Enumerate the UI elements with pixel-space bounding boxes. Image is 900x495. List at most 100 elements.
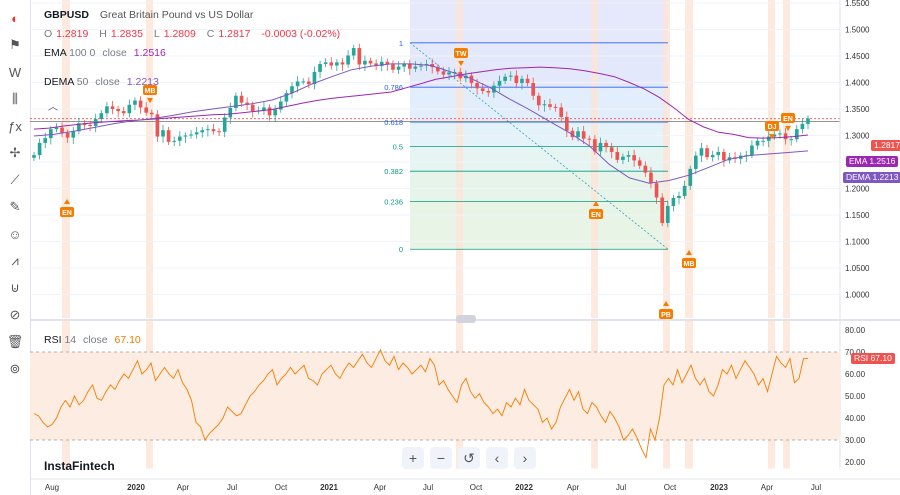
trend-lines-icon[interactable]: ⟋ (10, 172, 20, 187)
time-tick-label: Apr (761, 483, 774, 492)
high-value: 1.2835 (110, 28, 143, 40)
candle-body (587, 138, 592, 140)
event-marker-box (659, 309, 673, 319)
price-tick-label: 1.3000 (845, 132, 870, 141)
candle-body (688, 168, 693, 186)
scroll-right-icon[interactable]: › (514, 447, 536, 469)
ema-legend[interactable]: EMA 100 0 close 1.2516 (44, 47, 166, 59)
candle-body (312, 71, 317, 85)
event-marker-box (781, 113, 795, 123)
left-toolbar: ◐ ⚑ W ⫼ ƒx ✢ ⟋ ✎ ☺ ⩘ ⊍ ⊘ 🗑 ⊚ (0, 0, 31, 495)
candle-body (340, 62, 345, 65)
candle-body (138, 100, 143, 108)
candle-body (116, 109, 120, 112)
time-tick-label: Apr (374, 483, 387, 492)
flag-icon[interactable]: ⚑ (9, 37, 21, 52)
eye-off-icon[interactable]: ⊘ (9, 307, 21, 322)
candle-body (318, 63, 322, 72)
candle-body (452, 71, 457, 73)
candle-body (621, 156, 625, 160)
rsi-tick-label: 30.00 (845, 436, 866, 445)
candle-body (677, 195, 681, 199)
dema-price-tag: DEMA 1.2213 (843, 172, 900, 183)
candle-body (105, 106, 109, 114)
price-tick-label: 1.0000 (845, 291, 870, 300)
event-marker-arrow (593, 201, 599, 206)
fib-trend-line (409, 42, 669, 250)
lock-icon[interactable]: ⊚ (9, 361, 21, 376)
patterns-icon[interactable]: ⩘ (11, 253, 19, 268)
candle-body (37, 142, 42, 156)
zoom-out-icon[interactable]: − (430, 447, 452, 469)
indicators-icon[interactable]: W (8, 64, 22, 80)
candle-body (593, 139, 597, 152)
candle-body (49, 129, 53, 139)
price-tick-label: 1.4500 (845, 52, 870, 61)
ema-source: close (102, 47, 127, 59)
reset-icon[interactable]: ↺ (458, 447, 480, 469)
candle-body (604, 142, 608, 148)
candle-body (329, 62, 334, 66)
candle-body (307, 81, 311, 85)
event-band (146, 0, 153, 318)
event-band (591, 0, 598, 318)
time-tick-label: Oct (470, 483, 483, 492)
event-marker-arrow (458, 61, 464, 66)
event-marker-arrow (64, 199, 70, 204)
candle-body (368, 60, 373, 64)
candle-body (206, 129, 210, 131)
chart-area[interactable]: 1 0.786 0.618 0.5 0.382 0.236 0 EN MB TW EN MB PB DJ E… (30, 0, 900, 495)
rsi-tick-label: 20.00 (845, 458, 866, 467)
event-marker-box (682, 258, 696, 268)
candle-body (228, 107, 233, 118)
tv-logo-icon[interactable]: ◐ (11, 10, 19, 26)
candle-body (323, 62, 328, 64)
event-marker-dj: DJ (765, 121, 779, 139)
candle-body (99, 113, 104, 120)
candle-body (262, 107, 266, 111)
symbol-name[interactable]: GBPUSD (44, 9, 89, 21)
symbol-description: Great Britain Pound vs US Dollar (99, 9, 254, 21)
scroll-left-icon[interactable]: ‹ (486, 447, 508, 469)
dema-legend[interactable]: DEMA 50 close 1.2213 (44, 76, 159, 88)
crosshair-icon[interactable]: ✢ (9, 145, 21, 160)
candle-body (357, 48, 362, 65)
rsi-legend[interactable]: RSI 14 close 67.10 (44, 334, 141, 346)
bars-icon[interactable]: ⫼ (12, 91, 18, 106)
candle-body (133, 100, 137, 105)
collapse-legend-icon[interactable]: ︿ (48, 102, 58, 113)
candle-body (144, 107, 148, 113)
formula-icon[interactable]: ƒx (8, 118, 22, 134)
candle-body (149, 112, 154, 115)
dema-tag-label: DEMA (846, 172, 871, 182)
time-tick-label: Apr (567, 483, 580, 492)
event-marker-box (143, 85, 157, 95)
candle-body (755, 140, 760, 146)
zoom-in-icon[interactable]: + (402, 447, 424, 469)
candle-body (447, 72, 451, 75)
candle-body (436, 67, 440, 72)
candle-body (363, 60, 367, 65)
candle-body (503, 76, 507, 81)
open-label: O (44, 28, 53, 40)
event-marker-arrow (147, 98, 153, 103)
last-price-tag: 1.2817 (871, 140, 900, 151)
candle-body (581, 131, 586, 139)
time-tick-label: Jul (227, 483, 237, 492)
time-tick-label: Aug (45, 483, 59, 492)
magnet-icon[interactable]: ⊍ (10, 280, 20, 295)
candle-body (211, 129, 216, 132)
close-label: C (206, 28, 215, 40)
candle-body (750, 145, 754, 156)
price-tick-label: 1.0500 (845, 264, 870, 273)
candle-body (542, 104, 547, 106)
candle-body (71, 131, 76, 138)
ema-line (33, 66, 809, 139)
emoji-icon[interactable]: ☺ (8, 226, 22, 242)
low-label: L (153, 28, 160, 40)
brush-icon[interactable]: ✎ (9, 199, 21, 214)
candle-body (413, 66, 418, 69)
trash-icon[interactable]: 🗑 (6, 334, 24, 349)
candle-body (699, 148, 704, 156)
candle-body (43, 138, 48, 143)
